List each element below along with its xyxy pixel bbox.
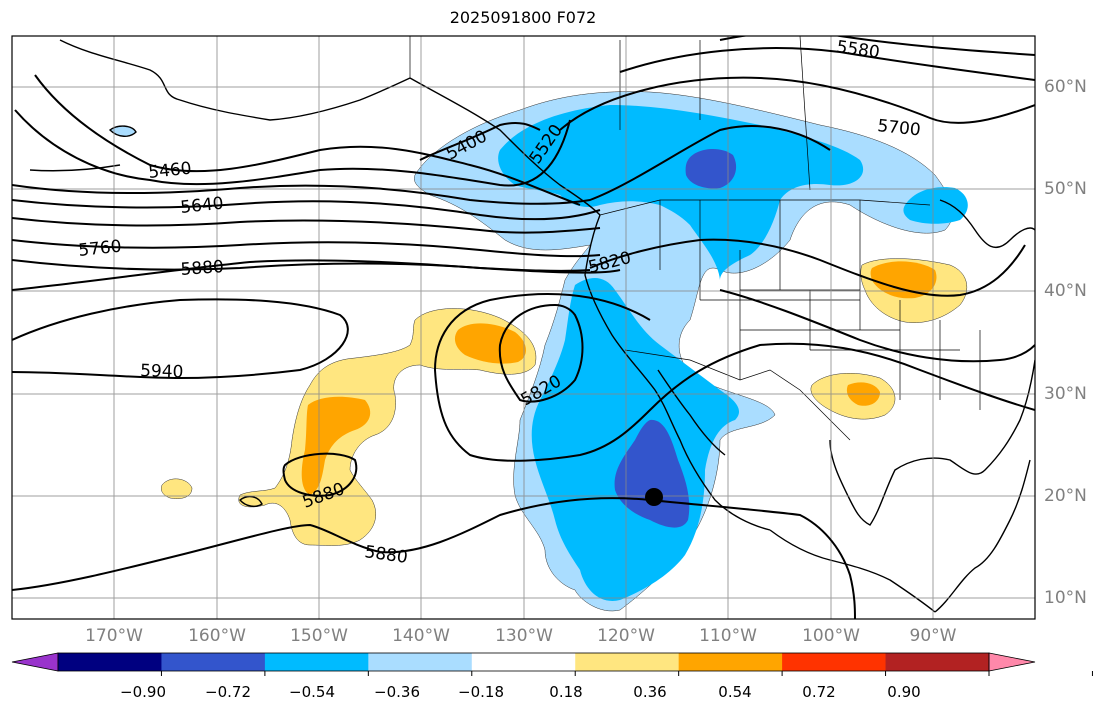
colorbar-tick-label: −0.90 — [120, 683, 166, 701]
contour-5820-east — [589, 238, 1026, 297]
colorbar-segment — [782, 653, 887, 671]
lat-label: 50°N — [1044, 179, 1087, 199]
contour-5880-trough — [12, 497, 856, 619]
anomaly-orange-greatplains — [870, 261, 937, 299]
lat-label: 40°N — [1044, 281, 1087, 301]
contour-5760 — [12, 239, 601, 258]
anomaly-dark-blue-core-south — [614, 419, 690, 528]
contour-5580 — [719, 36, 1035, 56]
contour-5700 — [559, 76, 1035, 131]
map-panel: 5580 5700 5400 5520 5460 5640 5760 5880 … — [11, 35, 1036, 620]
colorbar-outline — [57, 652, 990, 672]
colorbar-tick-label: 0.36 — [633, 683, 667, 701]
contour-5940-east — [719, 289, 1035, 363]
contour-label: 5700 — [876, 116, 921, 140]
lon-label: 150°W — [290, 626, 348, 646]
colorbar-extend-high — [988, 652, 1036, 672]
lon-label: 170°W — [85, 626, 143, 646]
lon-label: 100°W — [802, 626, 860, 646]
colorbar-tick-label: 0.18 — [549, 683, 583, 701]
colorbar-segment — [575, 653, 680, 671]
contour-label: 5640 — [179, 194, 224, 218]
lat-label: 60°N — [1044, 77, 1087, 97]
contour-5640 — [12, 199, 601, 221]
lat-label: 10°N — [1044, 588, 1087, 608]
anomaly-medium-blue-greatlakes — [903, 187, 968, 224]
height-contours — [12, 36, 1035, 619]
contour-label: 5940 — [140, 361, 184, 382]
colorbar-tick-label: −0.54 — [289, 683, 335, 701]
contour-label: 5460 — [147, 159, 192, 183]
colorbar-tick-label: 0.54 — [718, 683, 752, 701]
contour-label: 5880 — [180, 257, 225, 280]
map-frame — [11, 35, 1036, 620]
colorbar-tick-label: −0.18 — [458, 683, 504, 701]
contour-5880 — [12, 259, 621, 291]
lon-label: 160°W — [188, 626, 246, 646]
graticule — [12, 36, 1035, 619]
point-marker — [645, 488, 663, 506]
colorbar-segment — [368, 653, 473, 671]
contour-5880-hawaii — [282, 452, 358, 497]
lon-label: 140°W — [392, 626, 450, 646]
colorbar-tick-label: 0.90 — [887, 683, 921, 701]
lon-label: 120°W — [597, 626, 655, 646]
colorbar-segment — [264, 653, 369, 671]
lon-label: 130°W — [495, 626, 553, 646]
lon-label: 90°W — [909, 626, 957, 646]
lon-label: 110°W — [699, 626, 757, 646]
lat-label: 30°N — [1044, 384, 1087, 404]
colorbar-segment — [471, 653, 576, 671]
anomaly-orange-pacific-east — [454, 323, 526, 364]
colorbar-tick-label: −0.72 — [205, 683, 251, 701]
colorbar-segment — [885, 653, 990, 671]
colorbar-tick-label: 0.72 — [802, 683, 836, 701]
lat-label: 20°N — [1044, 486, 1087, 506]
colorbar-extend-low — [11, 652, 59, 672]
contour-5820-south — [498, 303, 584, 403]
colorbar-segment — [678, 653, 783, 671]
anomaly-yellow-hawaii — [161, 478, 193, 499]
colorbar — [11, 652, 1093, 676]
contour-5460 — [34, 74, 581, 206]
contour-5580-west — [12, 125, 831, 205]
contour-5700-west — [12, 217, 601, 234]
contour-label: 5760 — [77, 237, 122, 261]
political-borders — [409, 36, 981, 441]
colorbar-segment — [161, 653, 266, 671]
anomaly-dark-blue-core-north — [685, 148, 737, 189]
colorbar-tick-label: −0.36 — [374, 683, 420, 701]
map-title: 2025091800 F072 — [449, 8, 597, 27]
coastlines — [29, 39, 1035, 613]
contour-5640-north — [619, 47, 1035, 81]
anomaly-medium-blue-north — [498, 105, 864, 280]
contour-5940 — [12, 298, 349, 380]
colorbar-segment — [58, 653, 162, 671]
contour-5520 — [14, 109, 571, 187]
contour-5880-south — [433, 293, 1035, 462]
contour-5400 — [419, 121, 541, 161]
